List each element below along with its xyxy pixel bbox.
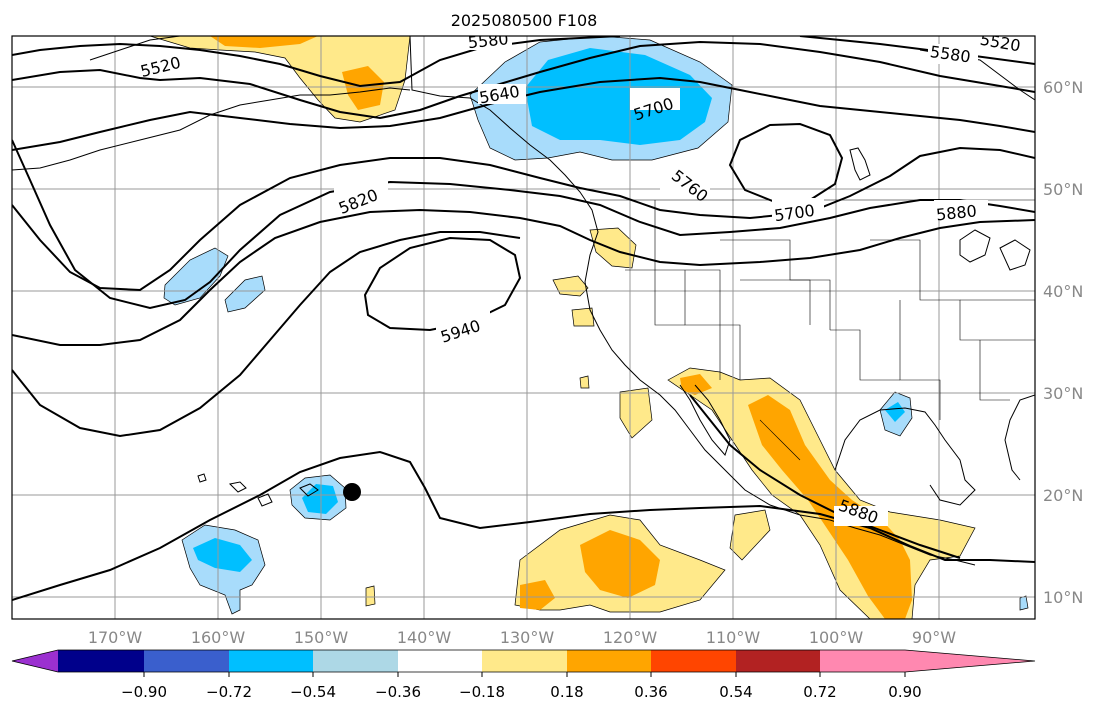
- graticule: [12, 36, 1035, 619]
- height-contours: [12, 36, 1035, 601]
- colorbar-swatch: [567, 650, 651, 672]
- colorbar-swatch: [229, 650, 313, 672]
- lon-label-130w: 130°W: [500, 628, 555, 647]
- colorbar-arrow-left: [12, 650, 58, 672]
- lat-label-60n: 60°N: [1043, 78, 1083, 97]
- colorbar-tick-label: −0.36: [375, 683, 421, 701]
- lon-label-140w: 140°W: [397, 628, 452, 647]
- contour-label-5880-north: 5880: [935, 201, 977, 224]
- lon-label-100w: 100°W: [809, 628, 864, 647]
- positive-anomaly-strong-fill: [210, 36, 912, 619]
- storm-position-marker: [343, 483, 361, 501]
- colorbar-tick-label: −0.18: [459, 683, 505, 701]
- contour-labels: 5520 5580 5580 5520 5640 5700 5700 5760 …: [138, 29, 1034, 527]
- lat-label-30n: 30°N: [1043, 384, 1083, 403]
- lat-label-40n: 40°N: [1043, 282, 1083, 301]
- colorbar-tick-label: −0.72: [206, 683, 252, 701]
- colorbar-swatch: [482, 650, 567, 672]
- colorbar: −0.90 −0.72 −0.54 −0.36 −0.18 0.18 0.36 …: [11, 649, 1036, 701]
- lat-label-50n: 50°N: [1043, 180, 1083, 199]
- lon-label-160w: 160°W: [191, 628, 246, 647]
- colorbar-swatch: [820, 650, 905, 672]
- lon-label-120w: 120°W: [603, 628, 658, 647]
- lon-label-90w: 90°W: [912, 628, 956, 647]
- map-frame: [11, 35, 1036, 620]
- lon-label-170w: 170°W: [88, 628, 143, 647]
- colorbar-tick-label: 0.72: [803, 683, 836, 701]
- contour-label-5580-north: 5580: [467, 29, 509, 52]
- colorbar-arrow-right: [905, 650, 1035, 672]
- colorbar-tick-label: −0.54: [290, 683, 336, 701]
- colorbar-tick-label: 0.18: [550, 683, 583, 701]
- lat-label-20n: 20°N: [1043, 486, 1083, 505]
- longitude-labels: 170°W 160°W 150°W 140°W 130°W 120°W 110°…: [88, 628, 956, 647]
- colorbar-swatch: [313, 650, 398, 672]
- colorbar-tick-label: 0.36: [634, 683, 667, 701]
- colorbar-swatch: [736, 650, 820, 672]
- latitude-labels: 60°N 50°N 40°N 30°N 20°N 10°N: [1043, 78, 1083, 607]
- lon-label-110w: 110°W: [706, 628, 761, 647]
- colorbar-tick-label: −0.90: [121, 683, 167, 701]
- colorbar-tick-label: 0.54: [719, 683, 752, 701]
- lat-label-10n: 10°N: [1043, 588, 1083, 607]
- colorbar-swatch: [58, 650, 144, 672]
- negative-anomaly-strong-fill: [193, 48, 905, 572]
- colorbar-swatch: [651, 650, 736, 672]
- map-area: 5520 5580 5580 5520 5640 5700 5700 5760 …: [12, 29, 1035, 619]
- map-title: 2025080500 F108: [451, 11, 598, 30]
- colorbar-tick-label: 0.90: [888, 683, 921, 701]
- colorbar-swatch: [144, 650, 229, 672]
- lon-label-150w: 150°W: [294, 628, 349, 647]
- colorbar-swatch: [398, 650, 482, 672]
